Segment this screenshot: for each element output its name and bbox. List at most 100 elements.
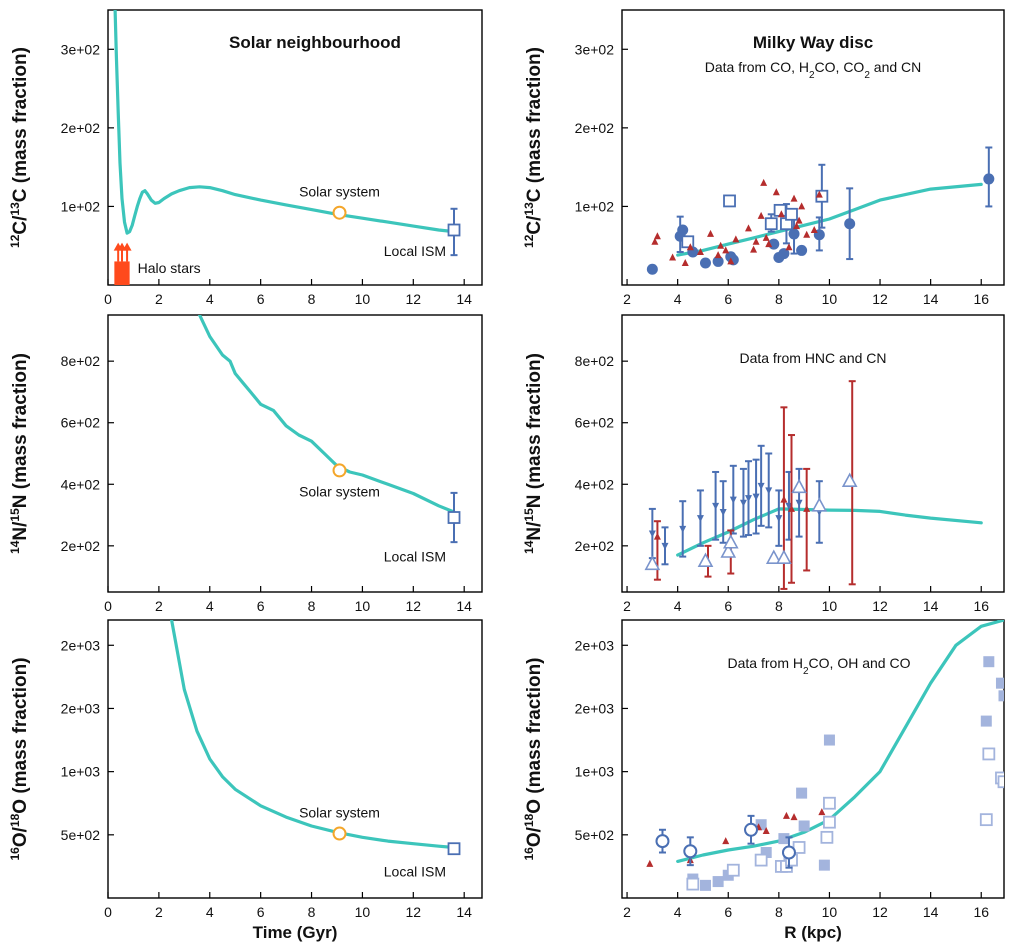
y-tick-label: 6e+02 [575,415,615,431]
data-point [661,542,669,550]
x-tick-label: 2 [155,291,163,307]
data-point [765,240,773,248]
data-point [717,241,725,249]
x-tick-label: 2 [623,904,631,920]
x-tick-label: 14 [923,598,939,614]
halo-stars-marker [114,261,130,285]
x-tick-label: 0 [104,904,112,920]
x-tick-label: 4 [674,904,682,920]
data-series [646,146,995,275]
data-point [982,747,996,761]
x-tick-label: 12 [406,904,422,920]
data-point [712,255,724,267]
data-point [790,813,798,821]
model-curve [198,315,456,514]
x-tick-label: 10 [822,598,838,614]
plot-area [170,620,461,856]
x-tick-label: 6 [257,291,265,307]
data-series [686,747,1004,891]
data-series [646,808,826,867]
panel-solar-nitrogen: 0 2 4 6 8 10 12 14 2e+02 4e+02 6e+02 8e+02 14N/15N (… [8,314,483,614]
data-point [762,827,770,835]
local-ism-label: Local ISM [384,864,446,880]
data-point [714,251,722,259]
data-point [723,194,736,208]
x-tick-label: 2 [623,291,631,307]
data-point [686,243,694,251]
data-point [796,244,808,256]
data-point [760,178,768,186]
local-ism-label: Local ISM [384,549,446,565]
solar-system-label: Solar system [299,184,380,200]
panel-title: Milky Way disc [753,33,873,52]
x-tick-label: 2 [623,598,631,614]
data-point [795,216,803,224]
data-point [772,188,780,196]
data-point [818,859,830,871]
plot-area [646,146,995,275]
halo-stars-label: Halo stars [138,260,201,276]
solar-system-point [332,463,347,478]
y-tick-label: 1e+02 [575,198,615,214]
data-point [722,246,730,254]
solar-system-point [332,826,347,841]
x-tick-label: 8 [775,904,783,920]
data-point [775,515,783,523]
data-point [798,202,806,210]
x-tick-label: 6 [257,904,265,920]
panel-solar-oxygen: 0 2 4 6 8 10 12 14 5e+02 1e+03 2e+03 2e+03 16O/18O (… [8,619,483,942]
data-point [681,235,695,249]
x-tick-label: 0 [104,291,112,307]
data-point [810,226,818,233]
y-tick-label: 2e+03 [61,637,101,653]
data-point [781,845,796,860]
data-point [823,734,835,746]
data-point [750,245,758,253]
x-axis-label: R (kpc) [784,923,842,942]
data-point [677,224,689,236]
y-tick-label: 2e+02 [575,120,615,136]
data-point [729,496,737,504]
y-axis-label: 16O/18O (mass fraction) [8,657,31,860]
data-point [722,534,739,549]
x-tick-label: 4 [674,291,682,307]
data-point [646,263,658,275]
y-tick-label: 5e+02 [575,827,615,843]
data-point [820,830,834,844]
y-axis-label: 14N/15N (mass fraction) [522,353,545,554]
data-point [683,844,698,859]
panel-subtitle: Data from CO, H2CO, CO2 and CN [705,59,922,81]
data-point [697,552,714,568]
data-point [679,525,687,533]
data-point [815,190,823,198]
panel-subtitle: Data from H2CO, OH and CO [728,655,911,677]
model-curve [113,10,456,235]
plot-frame [107,619,483,899]
data-point [732,235,740,243]
data-point [754,853,768,867]
x-tick-label: 10 [822,291,838,307]
solar-system-point [332,205,347,220]
y-tick-label: 2e+03 [575,700,615,716]
data-point [785,207,798,221]
data-point [983,173,995,185]
plot-frame [107,314,483,593]
y-tick-label: 3e+02 [575,41,615,57]
data-point [712,502,720,510]
data-point [720,543,737,558]
data-point [788,228,800,240]
y-tick-label: 2e+03 [575,637,615,653]
local-ism-point [447,511,461,524]
plot-frame [621,9,1005,286]
panel-solar-carbon: 0 2 4 6 8 10 12 14 1e+02 2e+02 3e+02 12C/13C (mass … [8,9,483,307]
data-point [681,259,689,266]
model-curve [170,620,456,850]
data-point [803,230,811,238]
plot-area [113,10,461,285]
x-tick-label: 8 [308,291,316,307]
data-point [765,549,782,564]
y-axis-label: 16O/18O (mass fraction) [522,657,545,860]
x-tick-label: 16 [973,291,989,307]
data-point [796,787,808,799]
solar-system-label: Solar system [299,483,380,499]
